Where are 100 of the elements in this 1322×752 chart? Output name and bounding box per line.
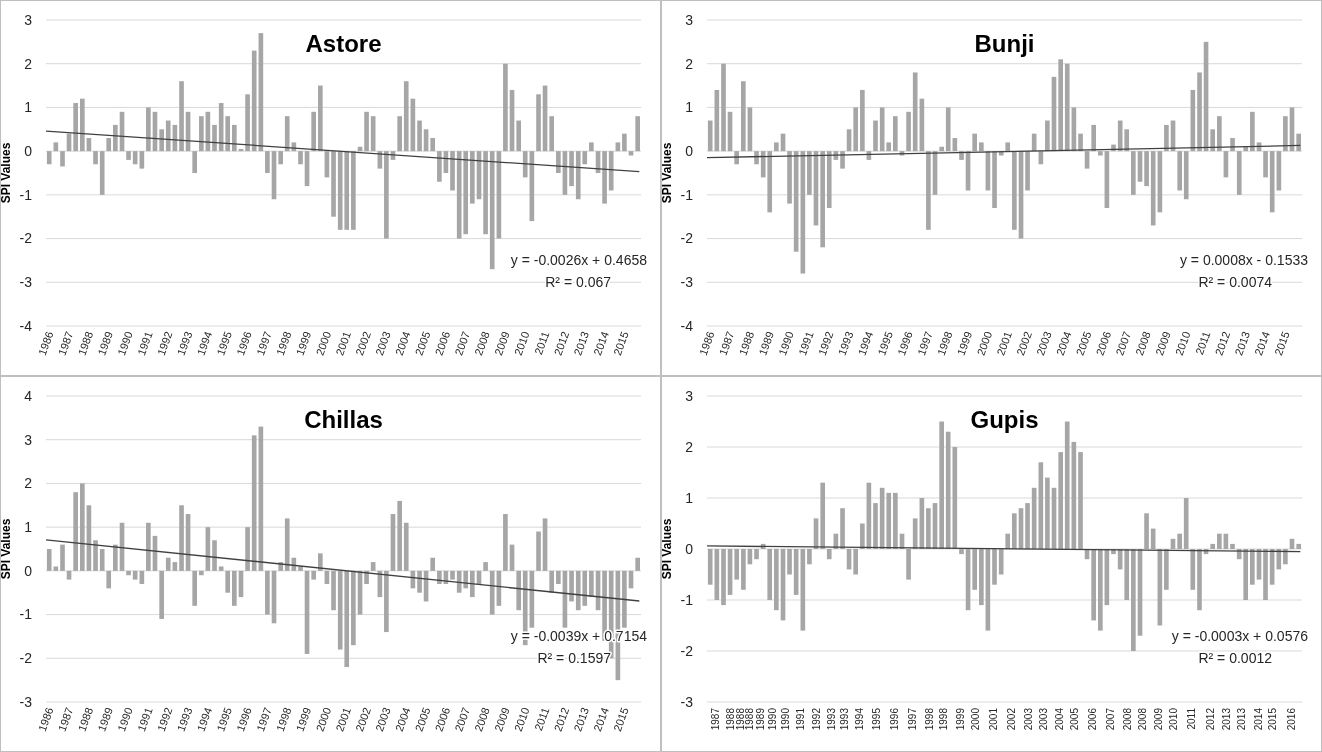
y-tick-label: 3 bbox=[685, 387, 694, 404]
x-tick-label: 1986 bbox=[696, 329, 717, 358]
bar bbox=[1269, 151, 1275, 213]
x-tick-label: 2001 bbox=[333, 705, 354, 734]
y-tick-label: 0 bbox=[24, 562, 33, 579]
bar bbox=[1058, 59, 1063, 152]
bar bbox=[318, 553, 323, 571]
bar bbox=[992, 151, 997, 208]
bar bbox=[549, 570, 554, 593]
bar bbox=[1250, 549, 1255, 585]
x-tick-label: 1991 bbox=[794, 707, 806, 731]
x-tick-label: 2009 bbox=[1153, 707, 1165, 731]
x-tick-label: 1988 bbox=[736, 329, 757, 358]
x-tick-label: 2015 bbox=[611, 329, 631, 358]
x-tick-label: 2013 bbox=[1235, 707, 1247, 731]
x-tick-label: 1987 bbox=[55, 705, 76, 734]
bar bbox=[860, 523, 865, 549]
x-tick-label: 2008 bbox=[1121, 707, 1133, 731]
x-tick-label: 2002 bbox=[353, 329, 373, 358]
bar bbox=[1045, 477, 1050, 549]
bar bbox=[93, 540, 98, 571]
bar bbox=[245, 527, 250, 571]
x-tick-label: 2003 bbox=[1034, 329, 1054, 358]
bar bbox=[972, 549, 978, 590]
x-tick-label: 2010 bbox=[511, 329, 532, 358]
x-tick-label: 2011 bbox=[531, 705, 552, 733]
x-tick-label: 2003 bbox=[1037, 707, 1049, 731]
chart-title: Astore bbox=[305, 30, 382, 57]
x-tick-label: 1993 bbox=[839, 707, 851, 731]
bar bbox=[403, 522, 409, 571]
bar bbox=[1296, 543, 1302, 549]
bar bbox=[873, 120, 878, 152]
y-axis-title: SPI Values bbox=[660, 518, 674, 580]
bar bbox=[503, 63, 508, 152]
bar bbox=[893, 116, 898, 152]
bar bbox=[73, 103, 78, 152]
bar bbox=[807, 151, 812, 195]
x-tick-label: 2009 bbox=[492, 329, 512, 358]
x-tick-label: 1993 bbox=[174, 705, 195, 734]
x-tick-label: 1995 bbox=[214, 705, 234, 734]
bar bbox=[417, 120, 422, 152]
bar bbox=[1197, 72, 1202, 152]
bar bbox=[608, 151, 614, 191]
y-tick-label: 1 bbox=[24, 519, 33, 536]
x-tick-label: 2000 bbox=[313, 705, 334, 734]
x-tick-label: 1988 bbox=[75, 329, 96, 358]
x-tick-label: 1989 bbox=[756, 329, 777, 358]
bar bbox=[265, 151, 270, 173]
bar bbox=[80, 483, 85, 571]
bar bbox=[430, 138, 436, 152]
x-tick-label: 2006 bbox=[432, 705, 453, 734]
x-tick-label: 1998 bbox=[923, 707, 935, 731]
x-tick-label: 1997 bbox=[254, 705, 274, 734]
bar bbox=[146, 107, 151, 152]
x-tick-label: 1998 bbox=[273, 705, 294, 734]
x-tick-label: 2008 bbox=[472, 329, 492, 358]
bar bbox=[284, 518, 290, 571]
bar bbox=[1263, 151, 1268, 178]
y-tick-label: -4 bbox=[19, 317, 33, 334]
bar bbox=[622, 570, 627, 628]
bar bbox=[1045, 120, 1050, 152]
bar bbox=[245, 94, 250, 152]
x-tick-label: 2006 bbox=[1093, 329, 1114, 358]
x-tick-label: 2003 bbox=[373, 705, 393, 734]
bar bbox=[1078, 452, 1083, 549]
x-tick-label: 2007 bbox=[1105, 707, 1117, 731]
x-tick-label: 1992 bbox=[811, 707, 823, 731]
x-tick-label: 1987 bbox=[55, 329, 76, 358]
bar bbox=[489, 570, 495, 615]
bar bbox=[998, 549, 1004, 575]
bar bbox=[787, 549, 792, 575]
bar bbox=[106, 138, 112, 152]
bar bbox=[754, 151, 759, 165]
x-tick-label: 2012 bbox=[1204, 707, 1216, 731]
bar bbox=[1243, 549, 1249, 600]
bar bbox=[1217, 533, 1222, 549]
bar bbox=[959, 549, 964, 555]
bar bbox=[1183, 498, 1189, 549]
x-tick-label: 2005 bbox=[1073, 329, 1094, 358]
bar bbox=[1210, 543, 1215, 549]
bar bbox=[232, 124, 237, 152]
x-tick-label: 2013 bbox=[1232, 329, 1253, 358]
bar bbox=[1177, 533, 1182, 549]
x-tick-label: 1996 bbox=[234, 329, 254, 358]
bar bbox=[503, 514, 508, 571]
x-tick-label: 1990 bbox=[115, 329, 135, 358]
bar bbox=[820, 151, 825, 248]
bar bbox=[53, 566, 59, 571]
bar bbox=[522, 570, 528, 646]
x-tick-label: 1999 bbox=[293, 705, 314, 734]
bar bbox=[1098, 549, 1103, 631]
bar bbox=[126, 151, 131, 160]
bar bbox=[536, 531, 541, 571]
bar bbox=[99, 151, 105, 195]
annotation: R² = 0.0012 bbox=[1198, 649, 1273, 666]
x-tick-label: 2004 bbox=[392, 705, 413, 734]
bar bbox=[1025, 503, 1030, 549]
x-tick-label: 2015 bbox=[1272, 329, 1292, 358]
x-tick-label: 2011 bbox=[531, 329, 552, 357]
x-tick-label: 2000 bbox=[313, 329, 334, 358]
